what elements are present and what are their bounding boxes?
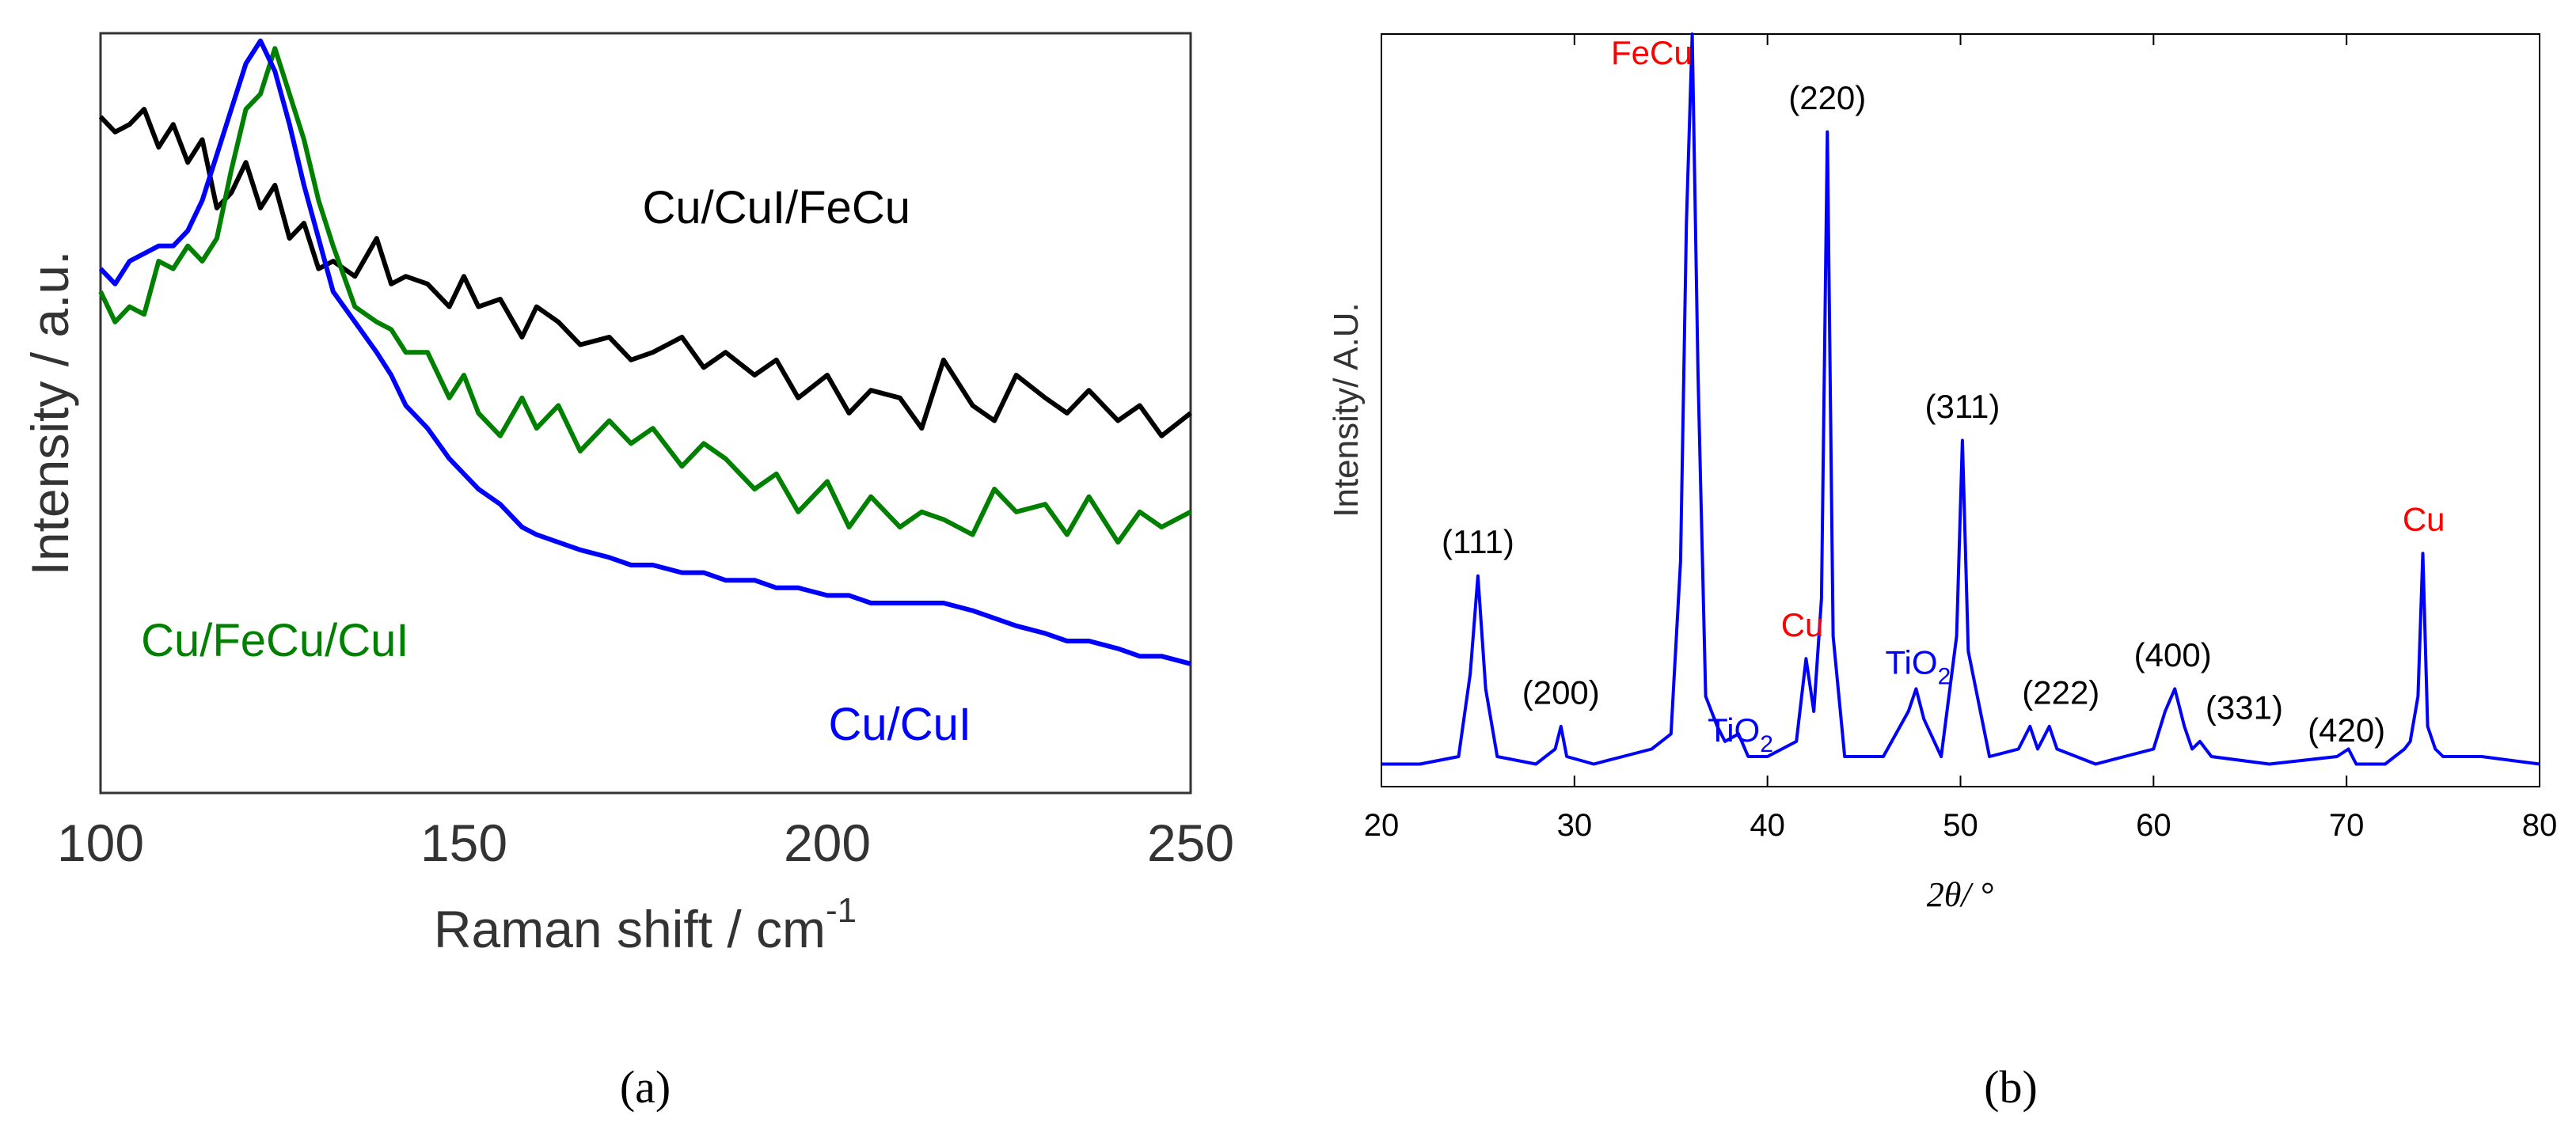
panel-b-annotation-cu-4: Cu	[1781, 606, 1824, 643]
panel-a-tick-label-250: 250	[1147, 814, 1234, 872]
panel-a-annotation-cu-fecu-cui-1: Cu/FeCu/CuI	[141, 615, 408, 666]
panel-b-x-ticks: 20 30 40 50 60 70 80	[1364, 34, 2558, 843]
panel-a-annotation-cu-cui-2: Cu/CuI	[829, 699, 972, 750]
panel-a-series-cu-cui-fecu	[98, 107, 1192, 438]
panel-b-annotation-tio2-3: TiO2	[1708, 711, 1773, 757]
panel-b-tick-label-30: 30	[1557, 808, 1593, 843]
panel-b-tick-label-70: 70	[2329, 808, 2365, 843]
panel-b-tick-label-80: 80	[2522, 808, 2558, 843]
panel-b-annotation-tio2-6: TiO2	[1885, 643, 1951, 689]
panel-b: 20 30 40 50 60 70 80 (111) (200) FeCu TiO2 Cu (220)…	[1327, 32, 2558, 914]
panel-b-annotation-311-7: (311)	[1924, 388, 2000, 425]
panel-a-y-axis-label: Intensity / a.u.	[21, 251, 79, 576]
panel-a-x-ticks: 100 150 200 250	[57, 814, 1234, 872]
panel-a-series-cu-cui	[98, 38, 1191, 666]
panel-a-series-group	[98, 38, 1192, 666]
panel-b-annotation-cu-12: Cu	[2403, 501, 2445, 538]
panel-b-tick-label-40: 40	[1750, 808, 1785, 843]
panel-a-plot-frame	[99, 32, 1192, 795]
panel-b-tick-label-50: 50	[1943, 808, 1978, 843]
panel-b-annotation-fecu-2: FeCu	[1611, 34, 1693, 71]
panel-a-annotations: Cu/CuI/FeCu Cu/FeCu/CuI Cu/CuI	[141, 182, 971, 750]
panel-b-tick-label-60: 60	[2136, 808, 2171, 843]
panel-a-tick-label-150: 150	[420, 814, 507, 872]
panel-b-annotation-331-10: (331)	[2206, 688, 2283, 726]
panel-b-x-axis-label: 2θ/ °	[1927, 875, 1993, 914]
panel-a-tick-label-200: 200	[784, 814, 871, 872]
panel-a-series-cu-fecu-cui	[98, 46, 1192, 545]
panel-b-annotation-222-8: (222)	[2022, 673, 2099, 711]
panel-b-series-xrd-pattern	[1381, 32, 2540, 766]
caption-a: (a)	[620, 1061, 671, 1113]
panel-b-annotations: (111) (200) FeCu TiO2 Cu (220) TiO2 (311) (222) (…	[1442, 34, 2445, 757]
panel-a-annotation-cu-cui-fecu-0: Cu/CuI/FeCu	[643, 182, 910, 233]
panel-a-tick-label-100: 100	[57, 814, 144, 872]
panel-b-annotation-420-11: (420)	[2308, 711, 2385, 749]
panel-b-y-axis-label: Intensity/ A.U.	[1327, 302, 1366, 517]
panel-b-series-group	[1381, 32, 2540, 766]
panel-a: 100 150 200 250 Cu/CuI/FeCuCu/FeCu/CuICu/Cu…	[21, 32, 1234, 958]
panel-b-annotation-200-1: (200)	[1522, 673, 1600, 711]
panel-a-x-axis-label: Raman shift / cm-1	[434, 891, 857, 958]
caption-b: (b)	[1984, 1061, 2038, 1113]
panel-b-annotation-111-0: (111)	[1442, 523, 1514, 560]
panel-b-tick-label-20: 20	[1364, 808, 1400, 843]
panel-b-annotation-220-5: (220)	[1788, 79, 1866, 116]
panel-b-annotation-400-9: (400)	[2134, 636, 2212, 673]
